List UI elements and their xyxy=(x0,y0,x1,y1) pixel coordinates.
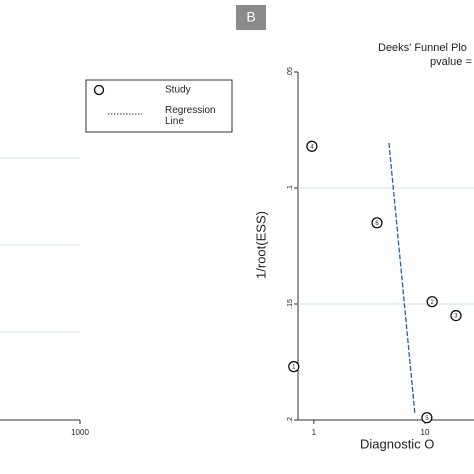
study-point xyxy=(426,296,438,308)
y-tick-label: .15 xyxy=(287,299,294,309)
left-x-tick-label: 1000 xyxy=(71,428,89,437)
study-point xyxy=(421,412,433,424)
y-axis-label: 1/root(ESS) xyxy=(253,211,268,279)
panel-label: B xyxy=(246,9,255,25)
legend-marker xyxy=(93,84,105,96)
study-point xyxy=(306,140,318,152)
study-point xyxy=(288,361,300,373)
point-label: 6 xyxy=(375,221,379,227)
study-point xyxy=(371,217,383,229)
legend-label: Regression Line xyxy=(165,105,216,127)
regression-line xyxy=(388,142,416,414)
point-label: 4 xyxy=(310,144,314,150)
legend-label: Study xyxy=(165,85,191,96)
y-tick-label: .05 xyxy=(287,67,294,77)
x-tick-label: 10 xyxy=(421,428,430,437)
point-label: 2 xyxy=(430,300,434,306)
chart-subtitle: pvalue = xyxy=(430,56,472,68)
point-label: 3 xyxy=(454,314,458,320)
legend-box xyxy=(85,79,233,133)
legend: Study Regression Line xyxy=(85,79,233,133)
chart-title: Deeks' Funnel Plo xyxy=(378,42,467,54)
study-point xyxy=(450,310,462,322)
x-tick-label: 1 xyxy=(312,428,317,437)
x-axis-label: Diagnostic O xyxy=(360,436,434,451)
point-label: 5 xyxy=(425,416,429,422)
panel-label-box xyxy=(236,5,266,30)
y-tick-label: .1 xyxy=(287,185,294,191)
point-label: 1 xyxy=(292,365,296,371)
y-tick-label: .2 xyxy=(287,417,294,423)
